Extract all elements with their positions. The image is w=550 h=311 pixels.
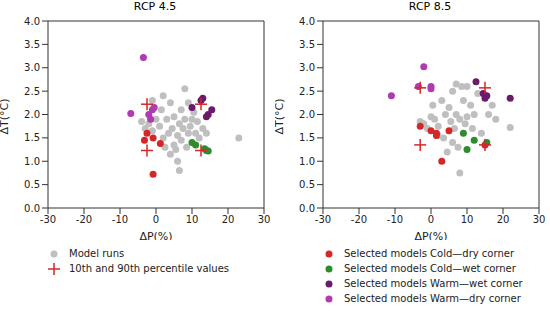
svg-text:1.5: 1.5 bbox=[299, 132, 315, 143]
svg-text:3.0: 3.0 bbox=[24, 62, 40, 73]
svg-text:-30: -30 bbox=[315, 214, 331, 225]
svg-text:ΔP(%): ΔP(%) bbox=[139, 230, 172, 240]
svg-text:3.0: 3.0 bbox=[299, 62, 315, 73]
svg-text:3.5: 3.5 bbox=[24, 39, 40, 50]
svg-text:0.5: 0.5 bbox=[24, 179, 40, 190]
svg-text:-20: -20 bbox=[351, 214, 367, 225]
html-text:Model runs: Model runs bbox=[69, 248, 125, 259]
html-text:Selected models Cold—dry corne: Selected models Cold—dry corner bbox=[344, 248, 514, 259]
html-text:Selected models Cold—wet corne: Selected models Cold—wet corner bbox=[344, 263, 516, 274]
html-text:Selected models Warm—wet corne: Selected models Warm—wet corner bbox=[344, 278, 523, 289]
svg-text:0: 0 bbox=[428, 214, 434, 225]
svg-text:10: 10 bbox=[186, 214, 199, 225]
svg-text:ΔT(°C): ΔT(°C) bbox=[8, 98, 11, 134]
svg-text:20: 20 bbox=[222, 214, 235, 225]
svg-text:2.0: 2.0 bbox=[299, 109, 315, 120]
svg-text:2.5: 2.5 bbox=[299, 86, 315, 97]
svg-text:-20: -20 bbox=[76, 214, 92, 225]
svg-text:ΔT(°C): ΔT(°C) bbox=[275, 98, 286, 134]
svg-text:3.5: 3.5 bbox=[299, 39, 315, 50]
svg-text:0.0: 0.0 bbox=[299, 203, 315, 214]
svg-text:10: 10 bbox=[461, 214, 474, 225]
svg-text:1.5: 1.5 bbox=[24, 132, 40, 143]
svg-text:ΔP(%): ΔP(%) bbox=[414, 230, 447, 240]
svg-text:-30: -30 bbox=[40, 214, 56, 225]
svg-text:30: 30 bbox=[533, 214, 542, 225]
svg-text:-10: -10 bbox=[387, 214, 403, 225]
html-text:Selected models Warm—dry corne: Selected models Warm—dry corner bbox=[344, 293, 521, 304]
svg-text:-10: -10 bbox=[112, 214, 128, 225]
svg-text:0: 0 bbox=[153, 214, 159, 225]
svg-text:30: 30 bbox=[258, 214, 271, 225]
svg-text:1.0: 1.0 bbox=[299, 156, 315, 167]
svg-text:1.0: 1.0 bbox=[24, 156, 40, 167]
html-text:RCP 4.5: RCP 4.5 bbox=[133, 0, 177, 13]
html-text:RCP 8.5: RCP 8.5 bbox=[408, 0, 452, 13]
svg-text:0.0: 0.0 bbox=[24, 203, 40, 214]
svg-text:2.0: 2.0 bbox=[24, 109, 40, 120]
svg-text:4.0: 4.0 bbox=[24, 16, 40, 27]
svg-text:0.5: 0.5 bbox=[299, 179, 315, 190]
svg-text:4.0: 4.0 bbox=[299, 16, 315, 27]
html-text:10th and 90th percentile value: 10th and 90th percentile values bbox=[69, 263, 229, 274]
svg-text:20: 20 bbox=[497, 214, 510, 225]
svg-text:2.5: 2.5 bbox=[24, 86, 40, 97]
